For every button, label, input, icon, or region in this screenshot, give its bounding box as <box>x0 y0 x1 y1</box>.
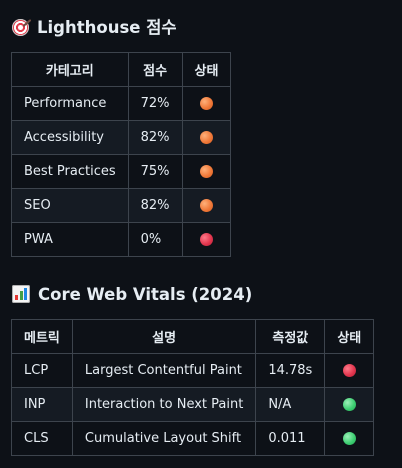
vitals-title: Core Web Vitals (2024) <box>38 284 253 304</box>
column-header-status: 상태 <box>324 319 375 354</box>
table-row: PWA 0% <box>11 222 232 257</box>
status-green-dot-icon <box>342 398 356 411</box>
target-icon <box>12 18 29 36</box>
status-red-dot-icon <box>342 364 356 377</box>
score-cell: 72% <box>127 86 183 121</box>
table-row: LCP Largest Contentful Paint 14.78s <box>11 353 375 388</box>
status-cell <box>181 120 232 155</box>
column-header-status: 상태 <box>181 52 232 87</box>
score-cell: 82% <box>127 188 183 223</box>
category-cell: Best Practices <box>11 154 129 189</box>
table-row: CLS Cumulative Layout Shift 0.011 <box>11 421 375 456</box>
category-cell: SEO <box>11 188 129 223</box>
vitals-table: 메트릭 설명 측정값 상태 LCP Largest Contentful Pai… <box>11 319 375 456</box>
status-cell <box>324 421 375 456</box>
category-cell: PWA <box>11 222 129 257</box>
column-header-description: 설명 <box>71 319 257 354</box>
status-orange-dot-icon <box>199 97 213 110</box>
status-green-dot-icon <box>342 432 356 445</box>
table-header-row: 카테고리 점수 상태 <box>11 52 232 87</box>
score-cell: 82% <box>127 120 183 155</box>
status-cell <box>181 188 232 223</box>
column-header-value: 측정값 <box>255 319 326 354</box>
metric-cell: CLS <box>11 421 73 456</box>
description-cell: Interaction to Next Paint <box>71 387 257 422</box>
table-row: Best Practices 75% <box>11 154 232 189</box>
metric-cell: LCP <box>11 353 73 388</box>
column-header-metric: 메트릭 <box>11 319 73 354</box>
description-cell: Largest Contentful Paint <box>71 353 257 388</box>
category-cell: Performance <box>11 86 129 121</box>
lighthouse-table: 카테고리 점수 상태 Performance 72% Accessibility… <box>11 52 232 257</box>
status-orange-dot-icon <box>199 131 213 144</box>
column-header-category: 카테고리 <box>11 52 129 87</box>
table-row: Performance 72% <box>11 86 232 121</box>
table-row: Accessibility 82% <box>11 120 232 155</box>
status-cell <box>181 154 232 189</box>
value-cell: N/A <box>255 387 326 422</box>
value-cell: 14.78s <box>255 353 326 388</box>
status-cell <box>181 222 232 257</box>
lighthouse-heading: Lighthouse 점수 <box>12 12 177 40</box>
lighthouse-title: Lighthouse 점수 <box>37 18 177 37</box>
score-cell: 0% <box>127 222 183 257</box>
status-cell <box>181 86 232 121</box>
status-cell <box>324 353 375 388</box>
table-row: INP Interaction to Next Paint N/A <box>11 387 375 422</box>
bar-chart-icon <box>12 285 30 303</box>
value-cell: 0.011 <box>255 421 326 456</box>
vitals-heading: Core Web Vitals (2024) <box>12 280 252 308</box>
description-cell: Cumulative Layout Shift <box>71 421 257 456</box>
category-cell: Accessibility <box>11 120 129 155</box>
column-header-score: 점수 <box>127 52 183 87</box>
status-orange-dot-icon <box>199 165 213 178</box>
metric-cell: INP <box>11 387 73 422</box>
score-cell: 75% <box>127 154 183 189</box>
table-row: SEO 82% <box>11 188 232 223</box>
status-orange-dot-icon <box>199 199 213 212</box>
status-cell <box>324 387 375 422</box>
table-header-row: 메트릭 설명 측정값 상태 <box>11 319 375 354</box>
status-red-dot-icon <box>199 233 213 246</box>
